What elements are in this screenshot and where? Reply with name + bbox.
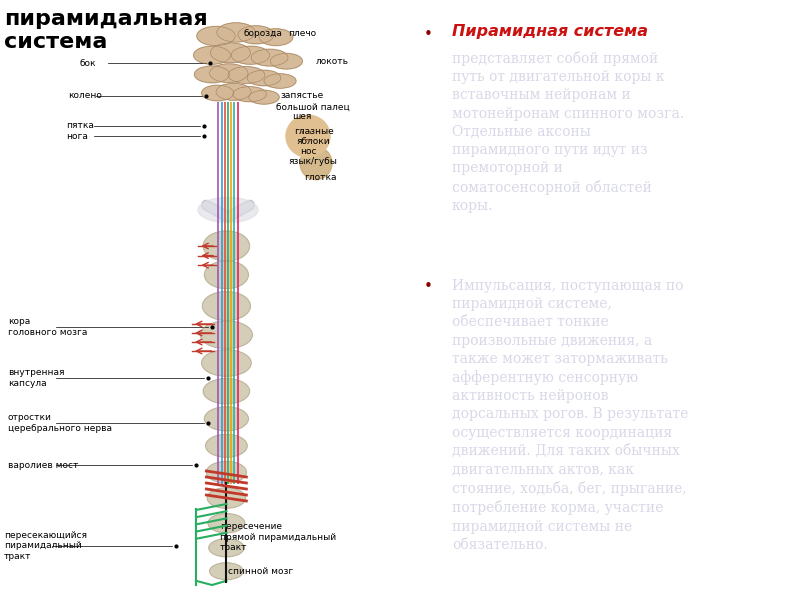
- Text: запястье: запястье: [280, 91, 323, 100]
- Ellipse shape: [194, 66, 230, 83]
- Text: •: •: [424, 27, 433, 42]
- Text: глотка: глотка: [304, 173, 337, 181]
- Ellipse shape: [206, 461, 246, 483]
- Text: пересекающийся
пирамидальный
тракт: пересекающийся пирамидальный тракт: [4, 531, 87, 561]
- Text: нос: нос: [300, 146, 317, 155]
- Ellipse shape: [216, 83, 251, 100]
- Text: локоть: локоть: [316, 57, 349, 66]
- Text: борозда: борозда: [244, 28, 283, 37]
- Ellipse shape: [259, 29, 293, 46]
- Ellipse shape: [194, 46, 230, 64]
- Ellipse shape: [238, 26, 274, 44]
- Text: варолиев мост: варолиев мост: [8, 461, 78, 469]
- Text: •: •: [424, 279, 433, 294]
- Ellipse shape: [210, 43, 250, 62]
- Text: большой палец: большой палец: [276, 102, 350, 112]
- Text: глазные: глазные: [294, 127, 334, 136]
- Ellipse shape: [247, 70, 281, 86]
- Text: внутренная
капсула: внутренная капсула: [8, 368, 65, 388]
- Ellipse shape: [198, 197, 258, 223]
- Text: кора
головного мозга: кора головного мозга: [8, 317, 87, 337]
- Ellipse shape: [217, 23, 255, 42]
- Ellipse shape: [200, 321, 253, 349]
- Text: язык/губы: язык/губы: [288, 157, 337, 166]
- Text: отростки
церебрального нерва: отростки церебрального нерва: [8, 413, 112, 433]
- Ellipse shape: [208, 514, 245, 533]
- Text: колено: колено: [68, 91, 102, 100]
- Ellipse shape: [210, 563, 243, 580]
- Ellipse shape: [197, 26, 235, 46]
- Ellipse shape: [207, 488, 246, 508]
- Ellipse shape: [202, 85, 234, 101]
- Ellipse shape: [206, 434, 247, 457]
- Ellipse shape: [286, 115, 330, 157]
- Ellipse shape: [251, 49, 288, 66]
- Ellipse shape: [249, 91, 279, 104]
- Text: спинной мозг: спинной мозг: [228, 566, 294, 576]
- Ellipse shape: [233, 87, 266, 101]
- Ellipse shape: [231, 46, 270, 64]
- Text: бок: бок: [80, 58, 97, 67]
- Text: шея: шея: [292, 112, 311, 121]
- Text: нога: нога: [66, 131, 88, 140]
- Ellipse shape: [204, 407, 248, 431]
- Text: представляет собой прямой
путь от двигательной коры к
вставочным нейронам и
мото: представляет собой прямой путь от двигат…: [452, 51, 684, 213]
- Ellipse shape: [204, 261, 248, 289]
- Ellipse shape: [209, 539, 244, 557]
- Text: яблоки: яблоки: [296, 137, 330, 146]
- Ellipse shape: [203, 379, 250, 404]
- Text: пересечение
прямой пирамидальный
тракт: пересечение прямой пирамидальный тракт: [220, 522, 336, 552]
- Ellipse shape: [210, 64, 248, 82]
- Text: Импульсация, поступающая по
пирамидной системе,
обеспечивает тонкие
произвольные: Импульсация, поступающая по пирамидной с…: [452, 279, 688, 552]
- Ellipse shape: [228, 67, 265, 83]
- Ellipse shape: [264, 74, 296, 88]
- Text: пятка: пятка: [66, 121, 94, 130]
- Ellipse shape: [270, 53, 302, 69]
- Text: Пирамидная система: Пирамидная система: [452, 24, 648, 39]
- Ellipse shape: [203, 231, 250, 261]
- Text: плечо: плечо: [288, 28, 316, 37]
- Ellipse shape: [202, 292, 250, 320]
- Ellipse shape: [300, 146, 332, 180]
- Text: пирамидальная
система: пирамидальная система: [4, 9, 208, 52]
- Ellipse shape: [202, 350, 251, 376]
